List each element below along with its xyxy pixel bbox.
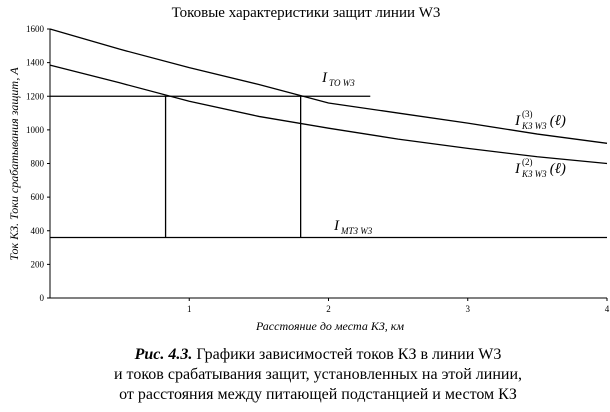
- caption-line: Рис. 4.3. Графики зависимостей токов КЗ …: [0, 345, 610, 365]
- x-tick-label: 4: [605, 304, 610, 314]
- series-label-sub: КЗ W3: [521, 121, 547, 131]
- series-label: I: [321, 70, 328, 86]
- series-label-sub: КЗ W3: [521, 169, 547, 179]
- y-tick-label: 1000: [26, 125, 45, 135]
- series-label: I: [514, 161, 521, 177]
- x-tick-label: 2: [326, 304, 331, 314]
- series-label-sub: МТЗ W3: [340, 226, 373, 236]
- x-axis-label: Расстояние до места КЗ, км: [255, 319, 404, 333]
- series-line: [49, 28, 608, 144]
- y-tick-label: 600: [31, 192, 45, 202]
- series-label: I: [333, 218, 340, 234]
- series-label-sup: (3): [522, 109, 533, 119]
- chart-title: Токовые характеристики защит линии W3: [172, 5, 441, 21]
- x-tick-label: 3: [466, 304, 471, 314]
- chart: Токовые характеристики защит линии W3 Ра…: [7, 5, 610, 333]
- series-label: I: [514, 113, 521, 129]
- y-tick-label: 800: [31, 159, 45, 169]
- series-line: [49, 64, 608, 165]
- series-label-arg: (ℓ): [550, 113, 566, 129]
- y-tick-label: 1400: [26, 58, 45, 68]
- series-label-sup: (2): [522, 157, 533, 167]
- series-label-sub: ТО W3: [329, 78, 355, 88]
- y-tick-label: 200: [31, 259, 45, 269]
- caption-text: Графики зависимостей токов КЗ в линии W3: [196, 346, 502, 363]
- caption-label: Рис. 4.3.: [134, 346, 193, 363]
- caption: Рис. 4.3. Графики зависимостей токов КЗ …: [0, 345, 610, 405]
- y-tick-label: 0: [40, 293, 45, 303]
- x-tick-label: 1: [187, 304, 192, 314]
- caption-line: и токов срабатывания защит, установленны…: [113, 366, 523, 383]
- y-axis-label: Ток КЗ. Токи срабатывания защит, А: [7, 67, 21, 261]
- series-label-arg: (ℓ): [550, 161, 566, 177]
- y-tick-label: 1600: [26, 24, 45, 34]
- y-tick-label: 400: [31, 226, 45, 236]
- y-tick-label: 1200: [26, 91, 45, 101]
- caption-line: от расстояния между питающей подстанцией…: [119, 386, 517, 403]
